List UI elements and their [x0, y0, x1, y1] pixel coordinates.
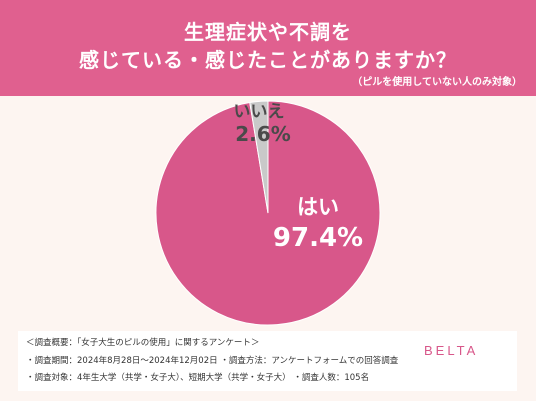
chart-title-line-2: 感じている・感じたことがありますか？: [79, 48, 457, 72]
slice-label-yes: はい: [297, 195, 339, 219]
slice-value-yes: 97.4%: [273, 223, 363, 253]
survey-info-box: [18, 331, 517, 391]
header-banner: 生理症状や不調を 感じている・感じたことがありますか？ （ピルを使用していない人…: [0, 0, 536, 96]
survey-overview: ＜調査概要：「女子大生のピルの使用」に関するアンケート＞: [26, 338, 260, 348]
pie-chart: いいえ 2.6% はい 97.4%: [155, 100, 381, 326]
survey-target-count: ・調査対象：4年生大学（共学・女子大）、短期大学（共学・女子大） ・調査人数：1…: [26, 373, 370, 383]
slice-value-no: 2.6%: [235, 122, 290, 146]
survey-period-method: ・調査期間：2024年8月28日～2024年12月02日 ・調査方法：アンケート…: [26, 356, 399, 366]
chart-subtitle: （ピルを使用していない人のみ対象）: [352, 77, 522, 88]
slice-label-no: いいえ: [234, 102, 285, 122]
brand-logo: BELTA: [424, 343, 479, 358]
pie-slice-no: [249, 100, 269, 214]
chart-title-line-1: 生理症状や不調を: [184, 20, 352, 44]
